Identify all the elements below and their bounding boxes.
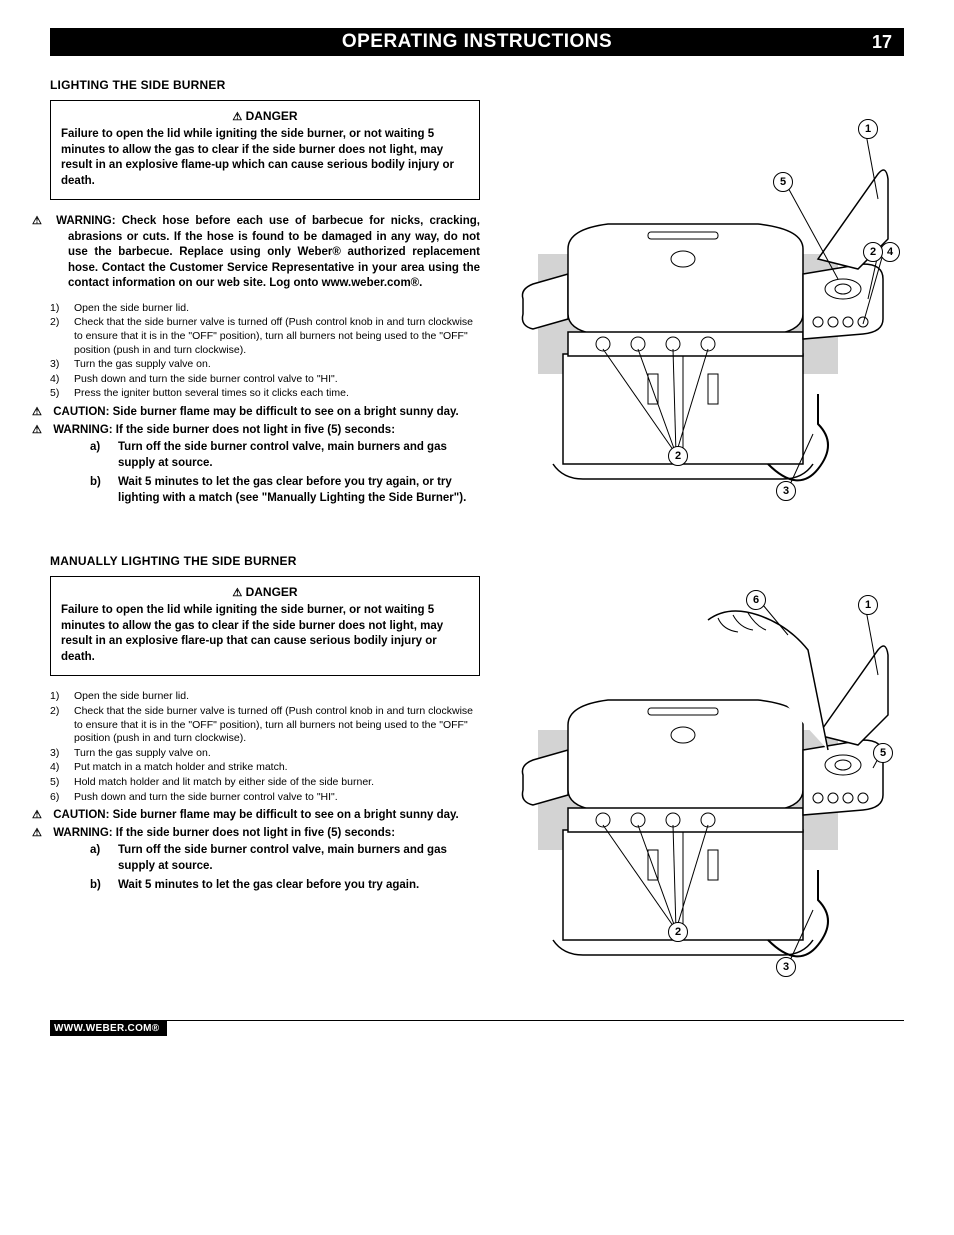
caution-line: ⚠ CAUTION: Side burner flame may be diff… [68,405,480,421]
warning-5sec: ⚠ WARNING: If the side burner does not l… [68,826,480,842]
sub-steps: a)Turn off the side burner control valve… [90,440,480,506]
hose-warning: ⚠ WARNING: Check hose before each use of… [68,214,480,292]
step-item: 1)Open the side burner lid. [50,302,480,316]
step-item: 1)Open the side burner lid. [50,690,480,704]
step-item: 6)Push down and turn the side burner con… [50,791,480,805]
danger-label: DANGER [246,585,298,599]
callout-2: 2 [668,446,688,466]
left-column: MANUALLY LIGHTING THE SIDE BURNER ⚠ DANG… [50,550,480,980]
footer-rule: WWW.WEBER.COM® [50,1020,904,1036]
step-item: 2)Check that the side burner valve is tu… [50,705,480,746]
danger-body: Failure to open the lid while igniting t… [61,127,469,189]
step-item: 4)Put match in a match holder and strike… [50,761,480,775]
warning-icon: ⚠ [232,110,242,123]
warning-5sec-text: WARNING: If the side burner does not lig… [53,424,395,436]
danger-label: DANGER [246,109,298,123]
steps-list: 1)Open the side burner lid. 2)Check that… [50,302,480,401]
step-item: 4)Push down and turn the side burner con… [50,373,480,387]
right-column: 1 2 3 5 6 [502,550,904,980]
page-title: OPERATING INSTRUCTIONS [342,31,612,53]
step-item: 2)Check that the side burner valve is tu… [50,316,480,357]
title-bar: OPERATING INSTRUCTIONS 17 [50,28,904,56]
section-manually-lighting: MANUALLY LIGHTING THE SIDE BURNER ⚠ DANG… [50,550,904,980]
caution-text: CAUTION: Side burner flame may be diffic… [53,406,459,418]
grill-illustration-1: 1 2 3 4 5 2 [508,74,898,504]
step-item: 3)Turn the gas supply valve on. [50,747,480,761]
grill-illustration-2: 1 2 3 5 6 [508,550,898,980]
danger-heading: ⚠ DANGER [61,109,469,123]
danger-heading: ⚠ DANGER [61,585,469,599]
danger-box: ⚠ DANGER Failure to open the lid while i… [50,576,480,676]
step-item: 5)Hold match holder and lit match by eit… [50,776,480,790]
hose-warning-text: WARNING: Check hose before each use of b… [56,215,480,289]
sub-step: b)Wait 5 minutes to let the gas clear be… [90,878,480,894]
caution-text: CAUTION: Side burner flame may be diffic… [53,809,459,821]
page: OPERATING INSTRUCTIONS 17 LIGHTING THE S… [0,0,954,1056]
warning-icon: ⚠ [232,586,242,599]
footer-url: WWW.WEBER.COM® [50,1021,167,1036]
step-item: 5)Press the igniter button several times… [50,387,480,401]
right-column: 1 2 3 4 5 2 [502,74,904,510]
sub-step: a)Turn off the side burner control valve… [90,843,480,874]
section-title: LIGHTING THE SIDE BURNER [50,78,480,92]
danger-box: ⚠ DANGER Failure to open the lid while i… [50,100,480,200]
danger-body: Failure to open the lid while igniting t… [61,603,469,665]
left-column: LIGHTING THE SIDE BURNER ⚠ DANGER Failur… [50,74,480,510]
section-lighting-side-burner: LIGHTING THE SIDE BURNER ⚠ DANGER Failur… [50,74,904,510]
steps-list: 1)Open the side burner lid. 2)Check that… [50,690,480,804]
section-title: MANUALLY LIGHTING THE SIDE BURNER [50,554,480,568]
footer: WWW.WEBER.COM® [50,1020,904,1036]
callout-3: 3 [776,481,796,501]
page-number: 17 [872,32,892,53]
caution-line: ⚠ CAUTION: Side burner flame may be diff… [68,808,480,824]
sub-step: b)Wait 5 minutes to let the gas clear be… [90,475,480,506]
callout-2b: 2 [863,242,883,262]
callout-4: 4 [880,242,900,262]
callout-1: 1 [858,119,878,139]
warning-5sec-text: WARNING: If the side burner does not lig… [53,827,395,839]
sub-steps: a)Turn off the side burner control valve… [90,843,480,894]
step-item: 3)Turn the gas supply valve on. [50,358,480,372]
grill-svg [508,74,898,504]
grill-svg [508,550,898,980]
sub-step: a)Turn off the side burner control valve… [90,440,480,471]
callout-5: 5 [773,172,793,192]
warning-5sec: ⚠ WARNING: If the side burner does not l… [68,423,480,439]
